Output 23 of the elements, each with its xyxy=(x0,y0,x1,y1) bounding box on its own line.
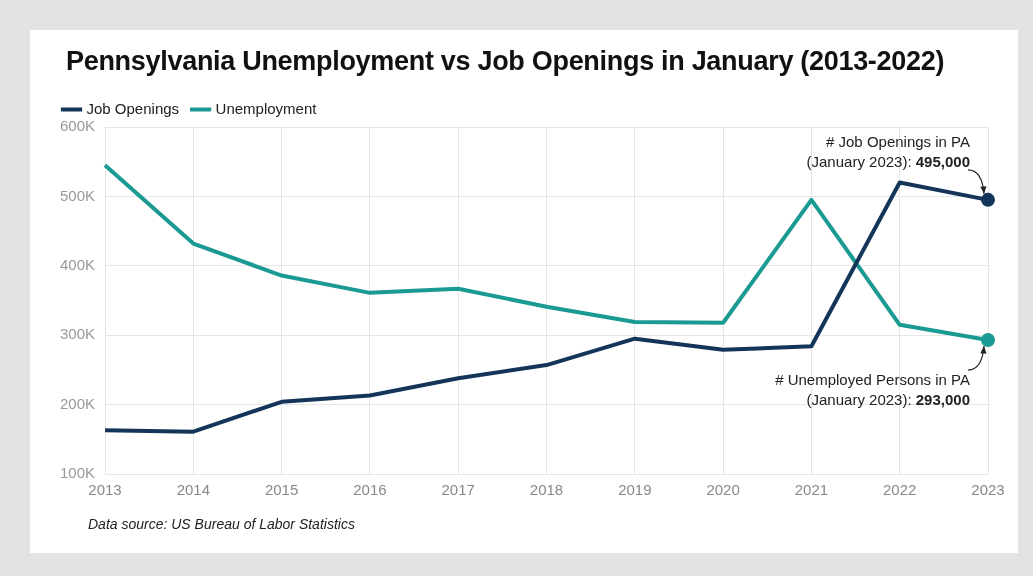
x-tick-label: 2017 xyxy=(441,481,475,499)
y-tick-label: 500K xyxy=(59,186,96,204)
x-tick-label: 2013 xyxy=(88,481,122,499)
y-tick-label: 300K xyxy=(59,325,96,343)
x-tick-label: 2022 xyxy=(883,481,917,499)
y-tick-label: 400K xyxy=(59,255,96,273)
x-tick-label: 2014 xyxy=(176,481,211,499)
chart-title: Pennsylvania Unemployment vs Job Openings in January (2013-2022) xyxy=(66,46,945,77)
legend-label: Job Openings xyxy=(86,99,180,117)
source-note: Data source: US Bureau of Labor Statistics xyxy=(88,516,355,532)
x-tick-label: 2015 xyxy=(264,481,299,499)
x-tick-label: 2019 xyxy=(618,481,652,499)
y-tick-label: 200K xyxy=(59,394,96,412)
x-tick-label: 2020 xyxy=(706,481,740,499)
x-tick-label: 2018 xyxy=(529,481,564,499)
y-tick-label: 600K xyxy=(59,117,96,135)
x-tick-label: 2023 xyxy=(971,481,1005,499)
annotation: # Job Openings in PA (January 2023): 495,000 xyxy=(806,131,970,172)
legend-label: Unemployment xyxy=(215,99,318,117)
annotation: # Unemployed Persons in PA (January 2023): 293,000 xyxy=(775,370,970,411)
y-tick-label: 100K xyxy=(59,464,96,482)
x-tick-label: 2016 xyxy=(353,481,387,499)
x-tick-label: 2021 xyxy=(794,481,829,499)
